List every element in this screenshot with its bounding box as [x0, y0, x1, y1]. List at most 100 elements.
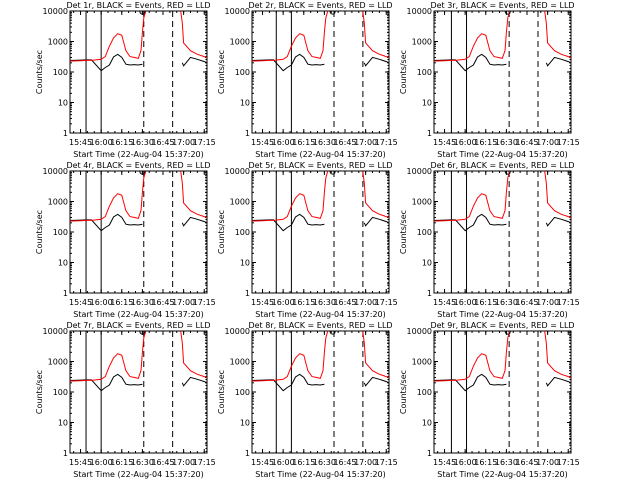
y-tick-label: 1000	[230, 38, 250, 47]
x-axis-label: Start Time (22-Aug-04 15:37:20)	[73, 470, 204, 479]
y-axis-label: Counts/sec	[399, 370, 408, 414]
x-tick-label: 16:45	[151, 458, 174, 467]
y-tick-label: 10	[240, 419, 250, 428]
panel-title: Det 5r, BLACK = Events, RED = LLD	[248, 161, 392, 170]
plot-frame	[433, 330, 572, 454]
y-tick-label: 10	[422, 419, 432, 428]
x-axis-label: Start Time (22-Aug-04 15:37:20)	[255, 470, 386, 479]
x-tick-label: 17:00	[172, 138, 195, 147]
marker-symbol	[504, 331, 511, 335]
panel-title: Det 2r, BLACK = Events, RED = LLD	[248, 1, 392, 10]
x-tick-label: 16:15	[292, 138, 315, 147]
series-events-tail-line	[363, 376, 389, 387]
series-events-tail-line	[363, 56, 389, 67]
y-tick-label: 1	[427, 449, 432, 458]
x-tick-label: 17:15	[557, 298, 580, 307]
y-axis-label: Counts/sec	[35, 210, 44, 254]
x-tick-label: 17:00	[172, 458, 195, 467]
x-tick-label: 16:00	[272, 138, 295, 147]
panel-9: Det 9r, BLACK = Events, RED = LLD Counts/…	[399, 321, 580, 479]
y-tick-label: 1	[245, 449, 250, 458]
y-tick-label: 100	[235, 68, 250, 77]
y-tick-label: 10000	[225, 167, 250, 176]
x-tick-label: 16:00	[454, 298, 477, 307]
x-tick-label: 17:15	[193, 138, 216, 147]
series-events-line	[434, 373, 507, 392]
x-tick-label: 16:15	[292, 298, 315, 307]
series-events-line	[252, 213, 325, 232]
plot-frame	[251, 10, 390, 134]
series-events-tail-line	[181, 56, 207, 67]
y-axis-label: Counts/sec	[35, 50, 44, 94]
x-axis-label: Start Time (22-Aug-04 15:37:20)	[437, 310, 568, 319]
x-tick-label: 16:00	[272, 298, 295, 307]
series-lld-tail-line	[543, 171, 571, 218]
series-events-line	[70, 53, 143, 72]
x-tick-label: 16:00	[90, 138, 113, 147]
plot-area	[252, 11, 389, 133]
y-tick-label: 1000	[412, 358, 432, 367]
y-tick-label: 10000	[407, 7, 432, 16]
y-tick-label: 100	[53, 388, 68, 397]
x-tick-label: 16:30	[131, 458, 154, 467]
x-tick-label: 16:15	[474, 458, 497, 467]
y-tick-label: 10	[240, 259, 250, 268]
panel-1: Det 1r, BLACK = Events, RED = LLD Counts/…	[35, 1, 216, 159]
plot-area	[252, 171, 389, 293]
x-tick-label: 16:00	[90, 458, 113, 467]
series-lld-tail-line	[179, 171, 207, 218]
plot-area	[434, 171, 571, 293]
y-tick-label: 1	[63, 449, 68, 458]
y-tick-label: 100	[417, 68, 432, 77]
y-tick-label: 1	[245, 129, 250, 138]
series-events-line	[434, 53, 507, 72]
y-axis-label: Counts/sec	[399, 50, 408, 94]
x-tick-label: 17:15	[193, 458, 216, 467]
y-tick-label: 10000	[407, 167, 432, 176]
y-tick-label: 10000	[225, 327, 250, 336]
x-axis-label: Start Time (22-Aug-04 15:37:20)	[437, 470, 568, 479]
y-tick-label: 1	[245, 289, 250, 298]
x-tick-label: 16:45	[515, 458, 538, 467]
marker-symbol	[139, 331, 146, 335]
x-axis-label: Start Time (22-Aug-04 15:37:20)	[255, 150, 386, 159]
x-tick-label: 16:15	[110, 458, 133, 467]
x-tick-label: 17:00	[536, 458, 559, 467]
x-tick-label: 16:45	[333, 298, 356, 307]
x-axis-label: Start Time (22-Aug-04 15:37:20)	[73, 310, 204, 319]
series-events-tail-line	[363, 216, 389, 227]
panel-3: Det 3r, BLACK = Events, RED = LLD Counts/…	[399, 1, 580, 159]
x-tick-label: 16:00	[454, 458, 477, 467]
series-lld-line	[70, 171, 147, 222]
plot-area	[70, 171, 207, 293]
x-tick-label: 17:15	[375, 458, 398, 467]
y-tick-label: 10000	[43, 167, 68, 176]
y-tick-label: 100	[417, 228, 432, 237]
series-lld-line	[434, 331, 511, 382]
marker-symbol	[139, 171, 146, 175]
x-tick-label: 16:30	[495, 458, 518, 467]
y-tick-label: 1	[63, 289, 68, 298]
x-tick-label: 15:45	[251, 138, 274, 147]
panel-title: Det 7r, BLACK = Events, RED = LLD	[66, 321, 210, 330]
x-axis-label: Start Time (22-Aug-04 15:37:20)	[255, 310, 386, 319]
x-tick-label: 16:45	[333, 458, 356, 467]
series-events-tail-line	[545, 376, 571, 387]
x-tick-label: 16:45	[515, 138, 538, 147]
y-tick-label: 1000	[230, 358, 250, 367]
x-tick-label: 16:15	[292, 458, 315, 467]
y-tick-label: 10	[58, 259, 68, 268]
series-lld-tail-line	[361, 11, 389, 58]
y-tick-label: 1000	[48, 198, 68, 207]
y-tick-label: 1000	[48, 358, 68, 367]
x-tick-label: 17:00	[354, 138, 377, 147]
y-tick-label: 10	[422, 259, 432, 268]
series-events-line	[252, 53, 325, 72]
x-tick-label: 17:00	[172, 298, 195, 307]
plot-frame	[251, 170, 390, 294]
plot-area	[434, 11, 571, 133]
marker-symbol	[504, 11, 511, 15]
x-tick-label: 16:30	[495, 298, 518, 307]
x-tick-label: 16:15	[110, 298, 133, 307]
